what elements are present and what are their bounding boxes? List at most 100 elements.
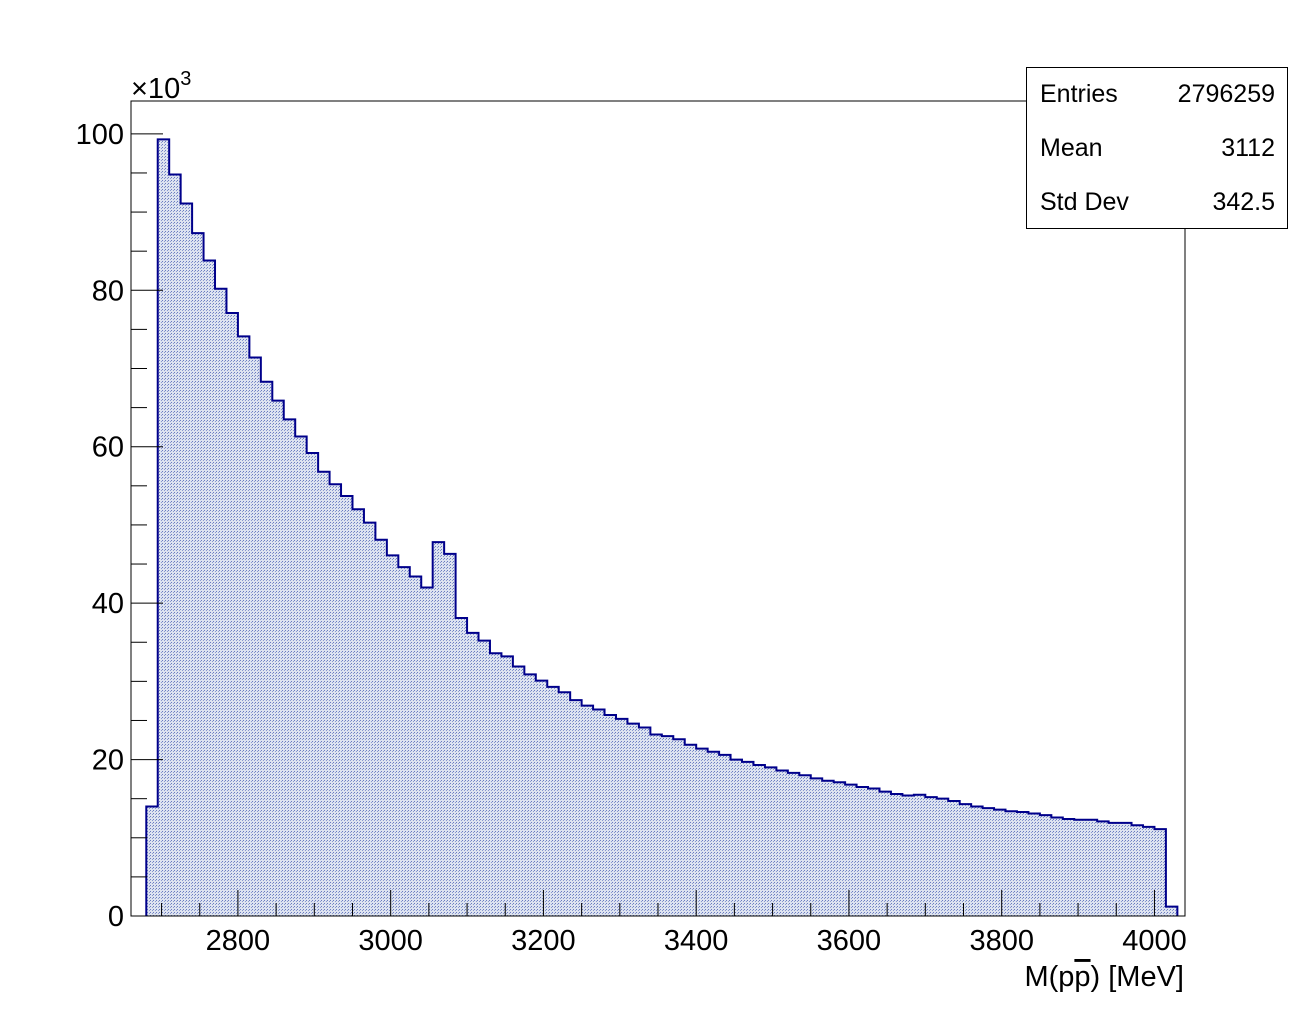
histogram-bin <box>1074 819 1087 916</box>
histogram-bin <box>730 759 743 916</box>
x-tick-label: 2800 <box>206 925 271 957</box>
histogram-bin <box>1028 813 1041 916</box>
y-tick-label: 40 <box>92 588 124 620</box>
histogram-bin <box>512 666 525 916</box>
histogram-bin <box>764 767 777 916</box>
stats-entries-label: Entries <box>1040 80 1118 108</box>
x-axis-title: M(pp) [MeV] <box>1024 961 1184 993</box>
y-axis-ticks: 0 20 40 60 80 100 <box>76 119 163 933</box>
histogram-bin <box>776 770 789 916</box>
histogram-bin <box>226 312 239 916</box>
histogram-bin <box>1085 819 1098 916</box>
histogram-bin <box>1051 817 1064 916</box>
histogram-bin <box>627 723 640 916</box>
histogram-bin <box>283 419 296 916</box>
histogram-bin <box>341 495 353 916</box>
histogram-bin <box>810 778 823 916</box>
histogram-bin <box>1165 906 1178 916</box>
histogram-bin <box>215 288 227 916</box>
stats-mean-value: 3112 <box>1221 134 1275 162</box>
histogram-bin <box>272 400 285 916</box>
histogram-bin <box>856 786 869 916</box>
histogram-bin <box>1142 826 1155 916</box>
histogram-bin <box>1120 822 1132 916</box>
histogram-bin <box>352 509 365 916</box>
stats-entries-row: Entries 2796259 <box>1040 80 1275 110</box>
histogram-bin <box>787 772 800 916</box>
y-tick-label: 60 <box>92 432 124 464</box>
histogram-bin <box>295 436 308 916</box>
histogram-bin <box>650 734 663 916</box>
histogram-bin <box>169 174 182 916</box>
histogram-bin <box>661 736 674 916</box>
histogram-bars <box>146 139 1178 917</box>
histogram-bin <box>822 780 835 916</box>
histogram-bin <box>615 718 628 916</box>
histogram-bin <box>146 806 159 916</box>
histogram-bin <box>707 751 720 916</box>
histogram-bin <box>478 640 491 916</box>
x-axis-ticks: 2800 3000 3200 3400 3600 3800 4000 <box>161 890 1187 957</box>
histogram-bin <box>994 809 1006 916</box>
stats-entries-value: 2796259 <box>1177 80 1275 108</box>
histogram-bin <box>306 452 319 916</box>
histogram-bin <box>363 522 376 916</box>
histogram-bin <box>742 761 754 916</box>
histogram-bin <box>547 686 560 916</box>
histogram-bin <box>180 203 193 916</box>
histogram-bin <box>409 576 422 916</box>
histogram-bin <box>260 381 273 916</box>
y-axis-multiplier: ×103 <box>131 68 191 105</box>
histogram-bin <box>524 674 537 916</box>
histogram-outline <box>145 138 1179 916</box>
y-tick-label: 100 <box>76 119 124 151</box>
histogram-bin <box>673 739 686 916</box>
histogram-bin <box>1005 811 1018 916</box>
histogram-bin <box>902 795 915 916</box>
histogram-bin <box>192 233 204 917</box>
histogram-bin <box>936 798 949 916</box>
histogram-bin <box>948 801 961 916</box>
histogram-bin <box>386 555 399 916</box>
histogram-bin <box>684 744 697 916</box>
histogram-bin <box>593 709 605 916</box>
histogram-bin <box>1062 819 1075 916</box>
histogram-bin <box>581 705 594 916</box>
histogram-bin <box>845 784 857 916</box>
histogram-bin <box>638 727 651 916</box>
histogram-bin <box>1097 821 1110 916</box>
histogram-bin <box>1016 811 1029 916</box>
histogram-bin <box>1154 829 1167 916</box>
histogram-bin <box>753 765 766 916</box>
histogram-bin <box>157 139 170 917</box>
histogram-bin <box>375 539 388 916</box>
histogram-bin <box>1108 822 1121 916</box>
histogram-bin <box>432 542 445 916</box>
x-tick-label: 3600 <box>817 925 882 957</box>
histogram-bin <box>799 775 812 916</box>
histogram-bin <box>558 692 571 916</box>
histogram-bin <box>696 748 709 916</box>
histogram-bin <box>1131 825 1144 916</box>
x-tick-label: 3000 <box>358 925 423 957</box>
histogram-bin <box>833 782 846 916</box>
histogram-bin <box>489 653 502 916</box>
stats-mean-row: Mean 3112 <box>1040 134 1275 164</box>
histogram-bin <box>398 567 411 916</box>
histogram-bin <box>1039 815 1052 916</box>
histogram-bin <box>237 336 250 916</box>
histogram-bin <box>868 788 880 916</box>
stats-stddev-label: Std Dev <box>1040 188 1129 216</box>
histogram-bin <box>604 714 617 916</box>
histogram-bin <box>444 553 457 916</box>
histogram-bin <box>329 484 342 916</box>
histogram-bin <box>501 656 514 916</box>
histogram-bin <box>971 806 984 916</box>
histogram-bin <box>879 791 892 916</box>
stats-mean-label: Mean <box>1040 134 1103 162</box>
y-tick-label: 80 <box>92 275 124 307</box>
histogram-bin <box>203 260 216 916</box>
x-tick-label: 4000 <box>1122 925 1187 957</box>
x-tick-label: 3800 <box>969 925 1034 957</box>
